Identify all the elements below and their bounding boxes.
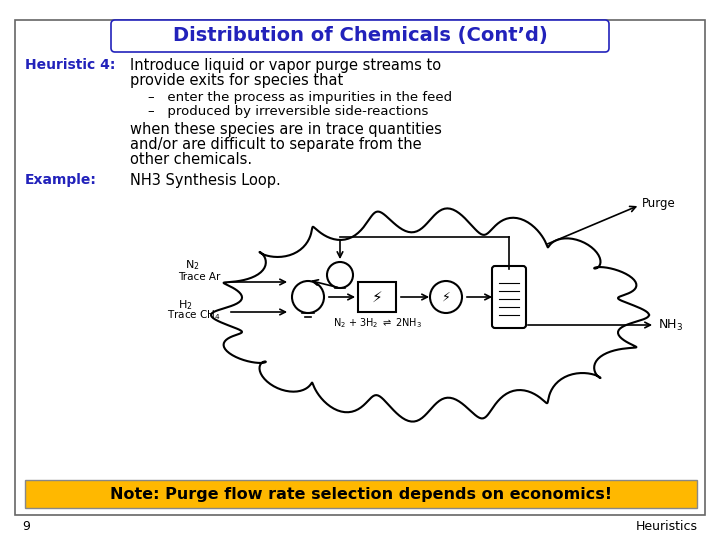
Circle shape [430, 281, 462, 313]
Text: Heuristics: Heuristics [636, 519, 698, 532]
Text: ⚡: ⚡ [372, 289, 382, 305]
Text: N$_2$: N$_2$ [185, 258, 199, 272]
Polygon shape [211, 208, 649, 422]
Text: provide exits for species that: provide exits for species that [130, 73, 343, 88]
Text: Example:: Example: [25, 173, 97, 187]
Circle shape [292, 281, 324, 313]
Text: Heuristic 4:: Heuristic 4: [25, 58, 115, 72]
Text: Trace Ar: Trace Ar [178, 272, 220, 282]
FancyBboxPatch shape [15, 20, 705, 515]
Text: ⚡: ⚡ [441, 291, 451, 303]
Text: other chemicals.: other chemicals. [130, 152, 252, 167]
FancyBboxPatch shape [111, 20, 609, 52]
Bar [358, 282, 396, 312]
Text: Introduce liquid or vapor purge streams to: Introduce liquid or vapor purge streams … [130, 58, 441, 73]
Text: N$_2$ + 3H$_2$ $\rightleftharpoons$ 2NH$_3$: N$_2$ + 3H$_2$ $\rightleftharpoons$ 2NH$… [333, 316, 421, 330]
Text: NH$_3$: NH$_3$ [658, 318, 683, 333]
Text: –   produced by irreversible side-reactions: – produced by irreversible side-reaction… [148, 105, 428, 118]
FancyBboxPatch shape [492, 266, 526, 328]
Text: Note: Purge flow rate selection depends on economics!: Note: Purge flow rate selection depends … [110, 487, 612, 502]
Text: and/or are difficult to separate from the: and/or are difficult to separate from th… [130, 137, 422, 152]
Circle shape [327, 262, 353, 288]
Text: H$_2$: H$_2$ [178, 298, 193, 312]
Text: –   enter the process as impurities in the feed: – enter the process as impurities in the… [148, 91, 452, 104]
Text: NH3 Synthesis Loop.: NH3 Synthesis Loop. [130, 173, 281, 188]
Text: 9: 9 [22, 519, 30, 532]
Text: Purge: Purge [642, 197, 676, 210]
Bar [25, 480, 697, 508]
Text: Distribution of Chemicals (Cont’d): Distribution of Chemicals (Cont’d) [173, 26, 547, 45]
Text: Trace CH$_4$: Trace CH$_4$ [167, 308, 221, 322]
Text: when these species are in trace quantities: when these species are in trace quantiti… [130, 122, 442, 137]
